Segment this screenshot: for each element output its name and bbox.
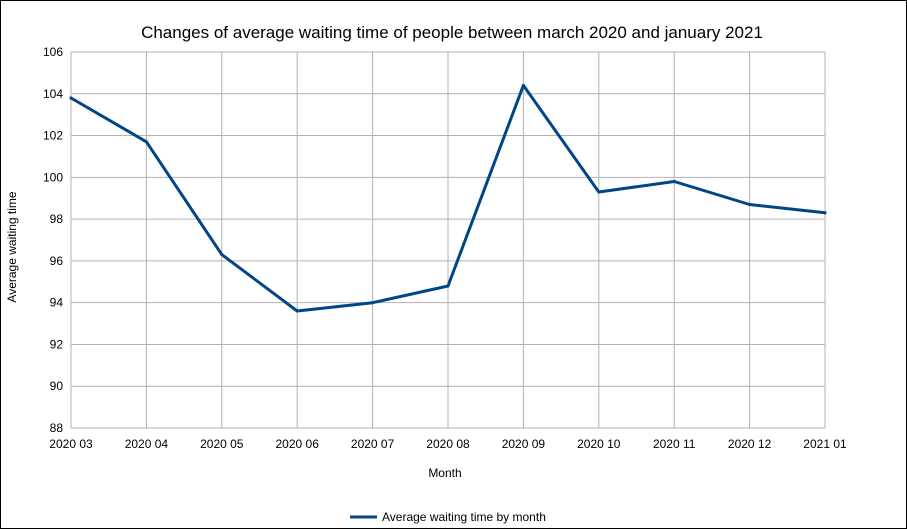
x-tick-label: 2020 05 [200, 437, 244, 451]
y-tick-label: 96 [50, 254, 64, 268]
x-tick-label: 2020 08 [426, 437, 470, 451]
chart-title: Changes of average waiting time of peopl… [141, 23, 763, 42]
x-tick-label: 2020 12 [728, 437, 772, 451]
x-tick-label: 2020 09 [502, 437, 546, 451]
x-axis-label: Month [428, 466, 461, 480]
x-tick-label: 2020 07 [351, 437, 395, 451]
legend: Average waiting time by month [350, 510, 546, 524]
data-point [144, 140, 148, 144]
y-tick-label: 104 [43, 87, 63, 101]
y-tick-label: 92 [50, 337, 64, 351]
x-tick-label: 2020 06 [276, 437, 320, 451]
y-tick-label: 88 [50, 421, 64, 435]
y-tick-label: 94 [50, 296, 64, 310]
y-tick-label: 100 [43, 170, 63, 184]
gridlines [70, 51, 826, 429]
x-tick-label: 2020 03 [49, 437, 93, 451]
x-tick-label: 2020 04 [125, 437, 169, 451]
y-axis-ticks: 88 90 92 94 96 98 100 102 104 106 [43, 45, 63, 435]
x-tick-label: 2020 11 [653, 437, 696, 451]
series-layer [69, 83, 827, 313]
data-point [748, 202, 752, 206]
y-tick-label: 106 [43, 45, 63, 59]
x-tick-label: 2021 01 [803, 437, 847, 451]
x-tick-label: 2020 10 [577, 437, 621, 451]
y-tick-label: 98 [50, 212, 64, 226]
legend-label: Average waiting time by month [382, 510, 546, 524]
data-point [823, 211, 827, 215]
data-point [220, 253, 224, 257]
data-point [672, 180, 676, 184]
y-tick-label: 90 [50, 379, 64, 393]
data-point [69, 96, 73, 100]
data-point [295, 309, 299, 313]
y-tick-label: 102 [43, 129, 63, 143]
y-axis-label: Average waiting time [5, 191, 19, 302]
x-axis-ticks: 2020 03 2020 04 2020 05 2020 06 2020 07 2020 … [49, 437, 847, 451]
data-point [371, 301, 375, 305]
data-point [521, 83, 525, 87]
data-point [446, 284, 450, 288]
data-point [597, 190, 601, 194]
